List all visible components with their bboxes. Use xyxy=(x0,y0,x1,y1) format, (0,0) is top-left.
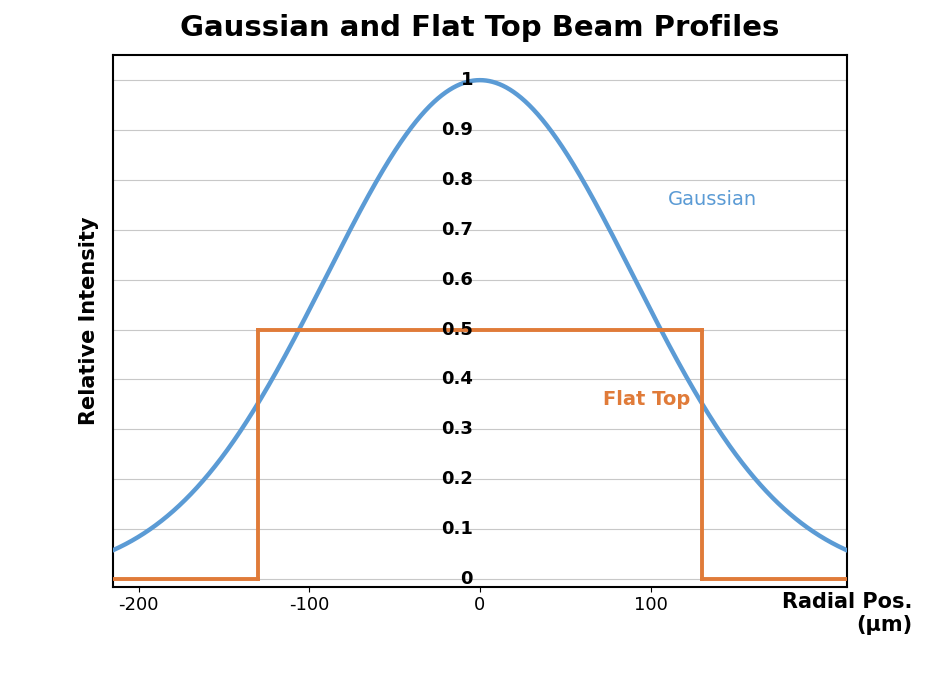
Text: 0.8: 0.8 xyxy=(441,171,473,189)
Text: 0.5: 0.5 xyxy=(441,321,473,339)
Text: Flat Top: Flat Top xyxy=(603,390,690,409)
Text: 0.7: 0.7 xyxy=(441,221,473,239)
Text: Gaussian: Gaussian xyxy=(668,190,757,209)
Text: 0.3: 0.3 xyxy=(441,420,473,438)
Y-axis label: Relative Intensity: Relative Intensity xyxy=(79,217,99,425)
Text: 0: 0 xyxy=(460,570,473,588)
Title: Gaussian and Flat Top Beam Profiles: Gaussian and Flat Top Beam Profiles xyxy=(181,14,779,42)
Text: 0.6: 0.6 xyxy=(441,270,473,288)
Text: 0.1: 0.1 xyxy=(441,520,473,538)
Text: 0.4: 0.4 xyxy=(441,371,473,388)
Text: 0.2: 0.2 xyxy=(441,471,473,489)
Text: 0.9: 0.9 xyxy=(441,121,473,139)
Text: Radial Pos.
(μm): Radial Pos. (μm) xyxy=(782,591,913,635)
Text: 1: 1 xyxy=(460,71,473,89)
